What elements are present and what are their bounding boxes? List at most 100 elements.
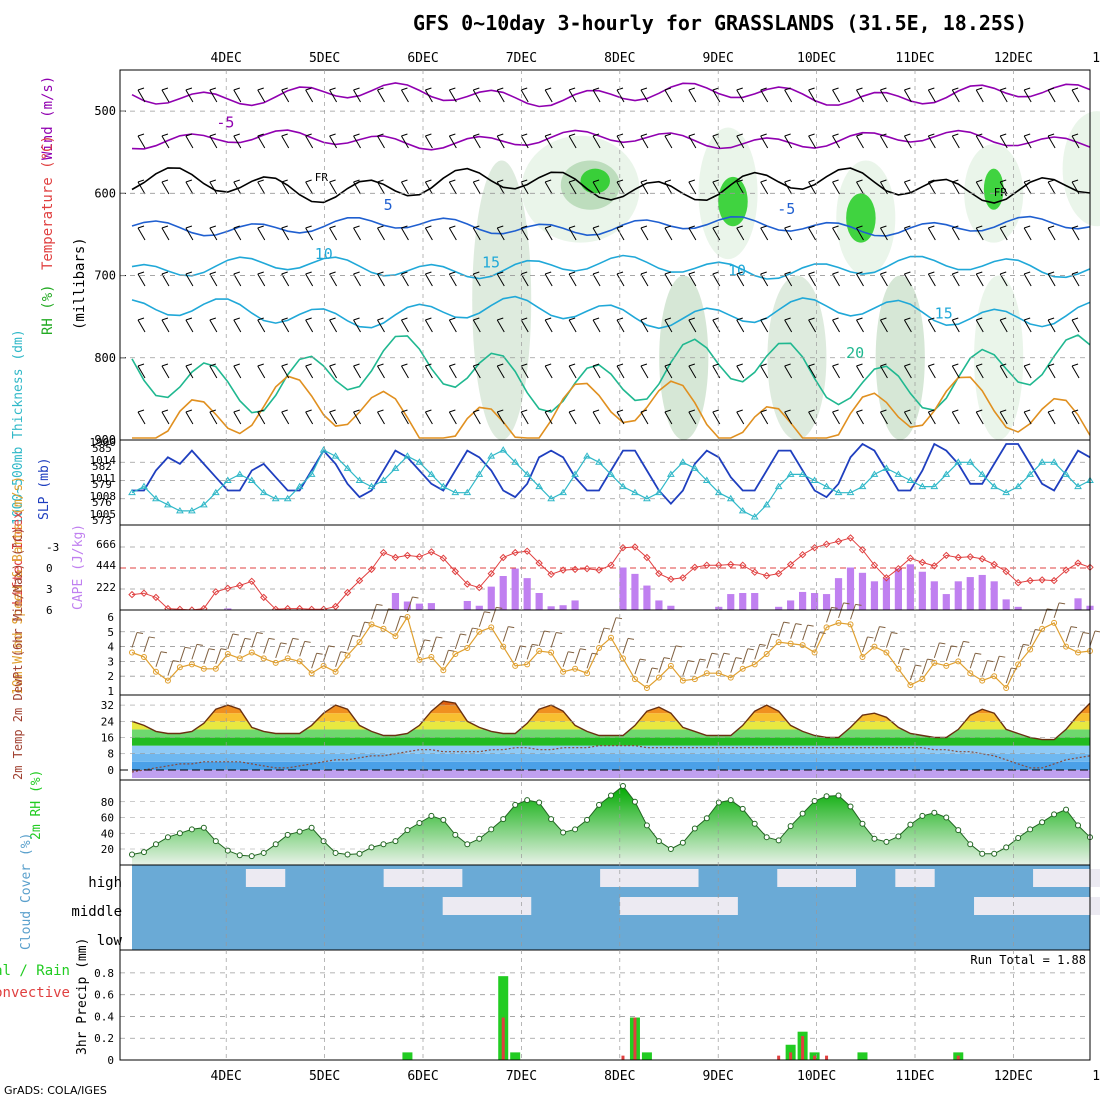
wind-barb-flag (400, 615, 407, 618)
li-point (355, 576, 364, 585)
thickness-point (259, 488, 268, 496)
li-point (439, 554, 448, 562)
rh-point (572, 826, 579, 833)
upper-wind-barb (808, 363, 817, 379)
upper-wind-barb (401, 317, 409, 333)
wind-speed-point (919, 676, 926, 683)
upper-wind-barb (377, 179, 385, 195)
wind-speed-point (440, 667, 447, 674)
upper-wind-barb (233, 87, 242, 103)
upper-wind-barb (496, 317, 505, 333)
li-point (403, 551, 412, 560)
li-point (1026, 576, 1034, 585)
upper-wind-barb (257, 87, 266, 103)
upper-wind-barb (520, 271, 529, 287)
upper-wind-barb (712, 87, 721, 103)
rh-point (404, 827, 411, 834)
upper-wind-barb (736, 179, 745, 195)
temp-band (132, 737, 1090, 746)
legend-convective: Convective (0, 985, 70, 1001)
upper-wind-barb (377, 133, 385, 149)
temp-tick-label: 8 (107, 748, 114, 761)
cape-bar (224, 608, 232, 610)
upper-wind-barb (951, 363, 960, 379)
wind-barb (179, 647, 186, 663)
upper-wind-barb (544, 317, 553, 333)
wind-barb (706, 653, 713, 669)
rh-point (763, 834, 770, 841)
thickness-point (367, 482, 376, 490)
upper-wind-barb (401, 409, 409, 425)
wind-barb-flag (771, 633, 778, 636)
temp-band (132, 753, 1090, 762)
upper-wind-barb (760, 133, 769, 149)
wind-barb (742, 648, 749, 664)
thickness-point (403, 452, 412, 459)
li-point (1062, 566, 1070, 574)
thickness-point (906, 476, 915, 483)
rh-point (608, 792, 614, 799)
upper-wind-barb (712, 271, 721, 287)
upper-wind-barb (401, 133, 409, 149)
wind-speed-point (859, 653, 866, 660)
wind-speed-point (679, 677, 686, 684)
upper-wind-barb (999, 179, 1008, 195)
upper-wind-barb (927, 225, 936, 241)
wind-speed-line (131, 615, 1091, 690)
wind-barb (694, 658, 701, 675)
thickness-point (822, 482, 831, 490)
wind-speed-point (129, 649, 135, 656)
upper-wind-barb (424, 133, 433, 149)
rh-point (811, 797, 818, 804)
wind-barb-flag (556, 632, 563, 634)
upper-wind-barb (664, 225, 673, 241)
thickness-point (954, 458, 963, 465)
li-point (966, 553, 974, 561)
rh-tick-label: 40 (101, 827, 114, 840)
thickness-point (966, 458, 975, 465)
wind-speed-point (871, 643, 878, 650)
li-point (128, 590, 136, 599)
wind-barb-flag (256, 632, 263, 634)
upper-wind-barb (209, 363, 218, 379)
rh-point (548, 816, 555, 823)
upper-wind-barb (161, 271, 170, 287)
upper-wind-barb (808, 409, 817, 425)
upper-wind-barb (880, 317, 888, 333)
wind-barb-flag (532, 643, 539, 646)
thickness-point (571, 470, 579, 477)
rh-point (799, 810, 806, 817)
li-point (679, 574, 687, 582)
wind-barb (550, 632, 557, 648)
upper-wind-barb (856, 363, 864, 379)
thickness-point (511, 458, 520, 465)
upper-wind-barb (544, 409, 553, 425)
cape-bar (511, 568, 519, 610)
wind-speed-point (715, 670, 722, 677)
upper-wind-barb (520, 409, 529, 425)
upper-wind-barb (975, 409, 984, 425)
cape-bar (954, 581, 962, 610)
upper-wind-barb (903, 225, 912, 241)
cloud-gap (1033, 869, 1100, 887)
upper-wind-barb (951, 133, 960, 149)
upper-wind-barb (377, 271, 385, 287)
wind-background (120, 610, 1090, 695)
slp-thickness-panel: 585 582 579 576 573 1900 1014 1011 1008 1005 1000~… (11, 329, 1094, 527)
rh-point (631, 798, 638, 805)
wind-barb (383, 608, 389, 624)
li-tick-label: -3 (46, 541, 59, 554)
rh-point (512, 801, 519, 808)
upper-wind-barb (903, 179, 912, 195)
rh-shade-11 (767, 275, 827, 440)
cape-tick-label: 222 (96, 581, 116, 594)
li-point (631, 543, 639, 551)
upper-wind-barb (448, 271, 457, 287)
cloud-row-label: middle (71, 904, 122, 920)
li-point (703, 561, 711, 569)
upper-wind-barb (736, 317, 745, 333)
li-point (762, 571, 771, 580)
upper-wind-barb (784, 409, 793, 425)
upper-wind-barb (161, 133, 170, 149)
wind-barb (802, 624, 809, 641)
